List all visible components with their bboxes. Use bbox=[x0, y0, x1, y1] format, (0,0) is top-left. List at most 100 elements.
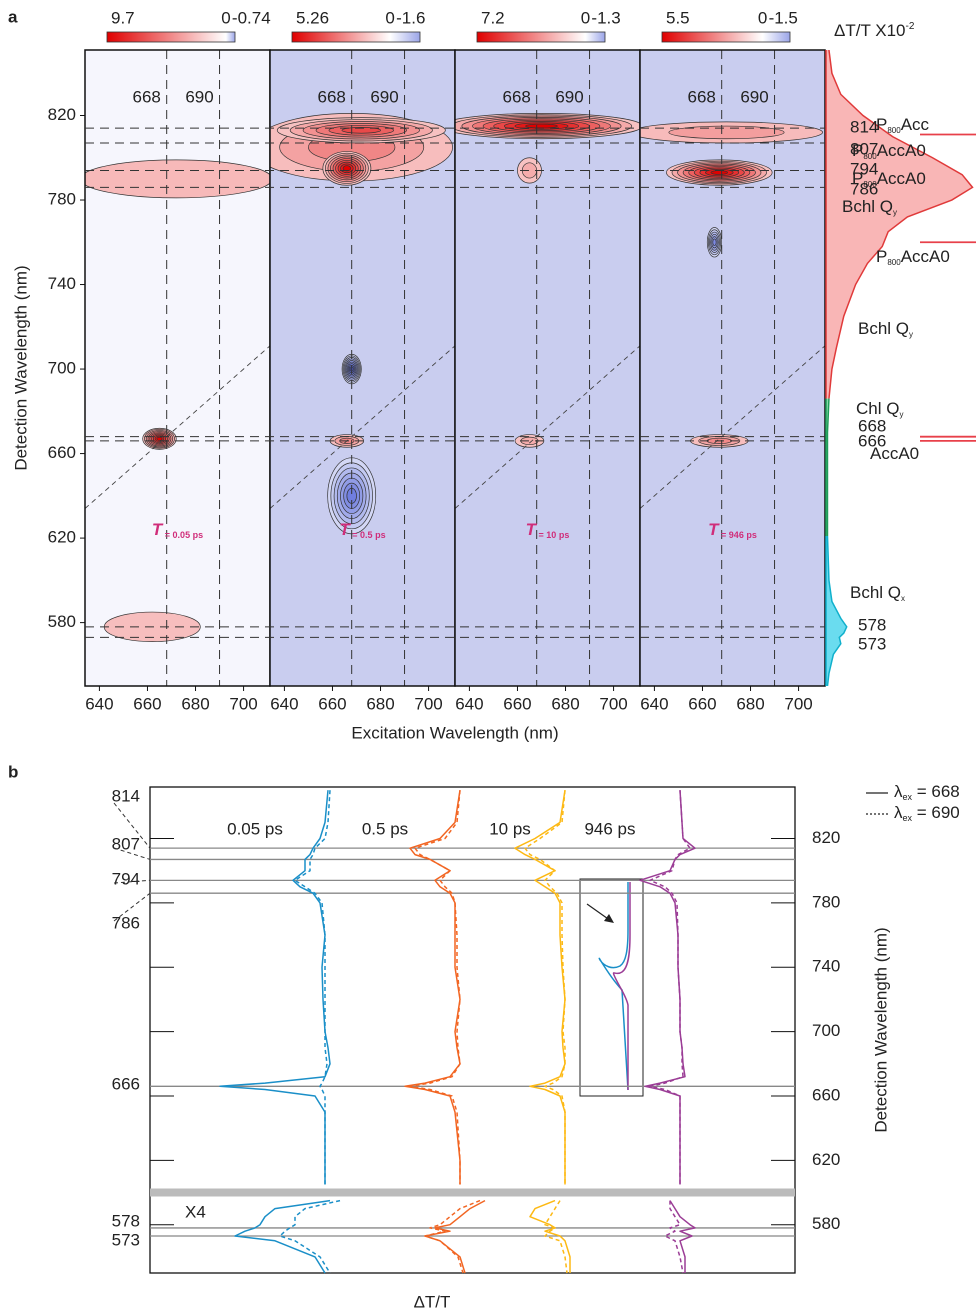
y-tick-label: 820 bbox=[48, 105, 76, 124]
panel-letter: a bbox=[8, 7, 18, 26]
colorbar-min: -1.5 bbox=[769, 8, 798, 27]
spectrum-label-part: 800 bbox=[887, 126, 901, 135]
colorbar bbox=[661, 31, 791, 43]
y-axis-title: Detection Wavelength (nm) bbox=[11, 265, 30, 470]
time-label-part: T bbox=[526, 520, 538, 539]
leader-line bbox=[113, 802, 151, 849]
colorbar bbox=[291, 31, 421, 43]
time-label-part: = 10 ps bbox=[536, 530, 569, 540]
x-tick-label: 660 bbox=[318, 694, 346, 713]
leader-line bbox=[113, 879, 151, 884]
legend-label: λex = 668 bbox=[894, 782, 960, 802]
spectrum-label-part: Bchl Q bbox=[842, 197, 893, 216]
colorbar-zero: 0 bbox=[581, 8, 590, 27]
spectrum-label-part: Acc bbox=[901, 115, 930, 134]
contour-level bbox=[712, 238, 717, 247]
spectrum-label: AccA0 bbox=[870, 444, 919, 463]
y-tick-label: 580 bbox=[812, 1214, 840, 1233]
y-tick-label: 700 bbox=[48, 359, 76, 378]
colorbar-min: -1.3 bbox=[591, 8, 620, 27]
excitation-label: 668 bbox=[318, 87, 346, 106]
panel-plot bbox=[85, 50, 270, 686]
spectrum-label-part: y bbox=[909, 330, 913, 339]
excitation-label: 690 bbox=[370, 87, 398, 106]
colorbar-title-part: -2 bbox=[906, 21, 915, 32]
marked-label: 666 bbox=[112, 1074, 140, 1093]
time-label-part: = 0.05 ps bbox=[162, 530, 203, 540]
spectrum-label-part: AccA0 bbox=[901, 247, 950, 266]
y-tick-label: 620 bbox=[48, 528, 76, 547]
spectrum-label-part: P bbox=[876, 115, 887, 134]
inset-curve bbox=[598, 882, 629, 1091]
spectrum-label: Bchl Qy bbox=[858, 319, 913, 338]
spectrum-number: 666 bbox=[858, 431, 886, 450]
colorbar-min: -1.6 bbox=[396, 8, 425, 27]
colorbar-max: 5.26 bbox=[296, 8, 329, 27]
x-tick-label: 660 bbox=[688, 694, 716, 713]
colorbar-zero: 0 bbox=[758, 8, 767, 27]
legend-label-part: ex bbox=[903, 813, 913, 823]
y-tick-label: 660 bbox=[812, 1085, 840, 1104]
trace-668 bbox=[404, 790, 486, 1274]
trace-690 bbox=[649, 790, 691, 1274]
spectrum-label-part: Bchl Q bbox=[850, 583, 901, 602]
legend-label-part: λ bbox=[894, 782, 903, 801]
legend-label-part: ex bbox=[903, 792, 913, 802]
legend-label-part: = 690 bbox=[912, 803, 960, 822]
spectrum-label: P800AccA0 bbox=[852, 141, 926, 160]
colorbar-max: 5.5 bbox=[666, 8, 690, 27]
y-tick-label: 740 bbox=[812, 957, 840, 976]
x-tick-label: 680 bbox=[366, 694, 394, 713]
spectrum-label-part: 800 bbox=[863, 152, 877, 161]
spectrum-number: 573 bbox=[858, 634, 886, 653]
spectrum-label-part: x bbox=[901, 594, 905, 603]
spectrum-line bbox=[826, 535, 848, 686]
spectrum-label-part: P bbox=[876, 247, 887, 266]
leader-line bbox=[113, 847, 151, 860]
spectrum-label-part: AccA0 bbox=[877, 141, 926, 160]
trace-668 bbox=[514, 790, 571, 1273]
y-tick-label: 820 bbox=[812, 828, 840, 847]
time-label-part: T bbox=[152, 520, 164, 539]
panel-plot bbox=[455, 50, 640, 686]
inset-curve bbox=[612, 882, 631, 1090]
y-tick-label: 740 bbox=[48, 274, 76, 293]
x-tick-label: 680 bbox=[551, 694, 579, 713]
time-label: T = 0.5 ps bbox=[339, 520, 385, 540]
spectrum-label-part: AccA0 bbox=[870, 444, 919, 463]
contour-peak bbox=[85, 159, 270, 199]
panel-letter: b bbox=[8, 762, 18, 781]
spectrum-band bbox=[825, 50, 974, 399]
inset-arrowhead bbox=[604, 914, 614, 923]
x-axis-title: Excitation Wavelength (nm) bbox=[351, 723, 558, 742]
colorbar bbox=[106, 31, 236, 43]
inset bbox=[579, 878, 644, 1097]
marked-label: 573 bbox=[112, 1230, 140, 1249]
x-tick-label: 680 bbox=[181, 694, 209, 713]
excitation-label: 668 bbox=[133, 87, 161, 106]
y-tick-label: 700 bbox=[812, 1021, 840, 1040]
colorbar-zero: 0 bbox=[385, 8, 394, 27]
y-tick-label: 580 bbox=[48, 612, 76, 631]
contour-level bbox=[525, 123, 558, 129]
marked-label: 786 bbox=[112, 913, 140, 932]
time-label: 0.05 ps bbox=[227, 819, 283, 838]
spectrum-line bbox=[828, 50, 974, 399]
spectrum-label: Chl Qy bbox=[856, 399, 903, 418]
excitation-label: 668 bbox=[503, 87, 531, 106]
excitation-label: 690 bbox=[555, 87, 583, 106]
y-tick-label: 660 bbox=[48, 443, 76, 462]
legend-label-part: = 668 bbox=[912, 782, 960, 801]
spectrum-label-part: Chl Q bbox=[856, 399, 899, 418]
spectrum-label: P800AccA0 bbox=[876, 247, 950, 266]
spectrum-number: 807 bbox=[850, 139, 878, 158]
x-tick-label: 640 bbox=[85, 694, 113, 713]
plot-frame bbox=[149, 786, 796, 1274]
colorbar-max: 9.7 bbox=[111, 8, 135, 27]
spectrum-number: 668 bbox=[858, 416, 886, 435]
colorbar-title: ΔT/T X10-2 bbox=[834, 21, 915, 40]
colorbar-zero: 0 bbox=[221, 8, 230, 27]
time-label-part: T bbox=[339, 520, 351, 539]
leader-line bbox=[113, 892, 151, 922]
marked-label: 814 bbox=[112, 786, 140, 805]
